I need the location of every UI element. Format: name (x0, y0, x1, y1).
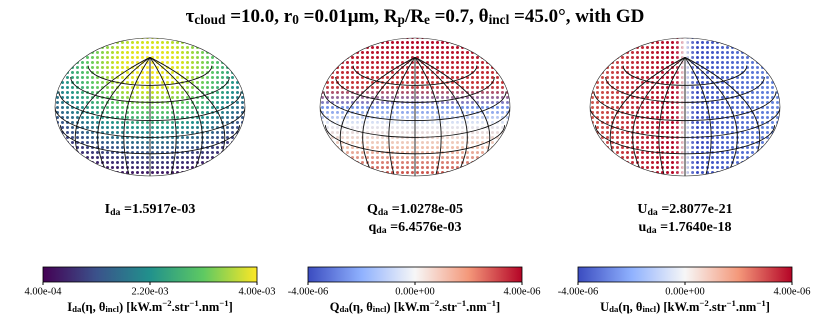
text-run: .nm (199, 300, 220, 314)
tick-label: 0.00e+00 (395, 286, 434, 297)
text-run: =45.0°, with GD (509, 6, 644, 27)
text-run: =1.0278e-05 (388, 202, 463, 217)
text-run: ) [kW.m (119, 300, 163, 314)
text-run: .nm (736, 300, 757, 314)
subscript: incl (373, 304, 387, 314)
subscript: da (646, 225, 656, 236)
tick-label: -4.00e-06 (558, 286, 599, 297)
text-run: .str (439, 300, 457, 314)
text-run: Q (367, 202, 378, 217)
globe-outline (319, 37, 511, 177)
globe-grid (590, 56, 780, 176)
panel-label: Qda =1.0278e-05 (367, 202, 463, 218)
text-run: =1.7640e-18 (657, 220, 732, 235)
tick-label: 4.00e-03 (238, 286, 275, 297)
text-run: ] (229, 300, 233, 314)
subscript: da (110, 207, 120, 218)
meridian (414, 57, 442, 176)
text-run: (η, θ (349, 300, 373, 314)
text-run: =2.8077e-21 (658, 202, 733, 217)
panel-label: Ida =1.5917e-03 (105, 202, 196, 218)
meridian (684, 57, 712, 176)
text-run: I (105, 202, 110, 217)
globe-grid (320, 56, 510, 176)
globe-grid (55, 56, 245, 176)
text-run: U (637, 202, 647, 217)
text-run: ] (766, 300, 770, 314)
text-run: (η, θ (618, 300, 642, 314)
meridian (658, 57, 686, 176)
subscript: da (647, 207, 657, 218)
subscript: da (609, 304, 619, 314)
meridian (684, 56, 738, 176)
tick-label: 4.00e-06 (503, 286, 540, 297)
panel-label: Uda =2.8077e-21 (637, 202, 732, 218)
text-run: =1.5917e-03 (120, 202, 195, 217)
superscript: −1 (189, 298, 198, 308)
meridian (632, 56, 686, 176)
meridian (414, 56, 468, 176)
superscript: −2 (162, 298, 171, 308)
text-run: τ (186, 6, 195, 27)
text-run: U (600, 300, 609, 314)
colorbar-label: Qda(η, θincl) [kW.m−2.str−1.nm−1] (330, 298, 500, 314)
text-run: .nm (466, 300, 487, 314)
text-run: =6.4576e-03 (387, 220, 462, 235)
colorbar (42, 266, 258, 283)
text-run: .str (172, 300, 190, 314)
meridian (362, 56, 416, 176)
superscript: −1 (726, 298, 735, 308)
panel-label: qda =6.4576e-03 (368, 220, 461, 236)
colorbar (307, 266, 523, 283)
colorbar (577, 266, 793, 283)
panel-label: uda =1.7640e-18 (638, 220, 731, 236)
subscript: da (340, 304, 350, 314)
text-run: (η, θ (81, 300, 105, 314)
text-run: ) [kW.m (386, 300, 430, 314)
meridian (149, 57, 177, 176)
subscript: cloud (194, 12, 226, 27)
globe-outline (589, 37, 781, 177)
meridian (149, 56, 203, 176)
text-run: I (67, 300, 72, 314)
superscript: −2 (430, 298, 439, 308)
meridian (97, 56, 151, 176)
colorbar-label: Uda(η, θincl) [kW.m−2.str−1.nm−1] (600, 298, 770, 314)
subscript: da (376, 225, 386, 236)
tick-label: 0.00e+00 (665, 286, 704, 297)
text-run: q (368, 220, 376, 235)
superscript: −2 (699, 298, 708, 308)
superscript: −1 (457, 298, 466, 308)
tick-label: -4.00e-06 (288, 286, 329, 297)
tick-label: 4.00e-06 (773, 286, 810, 297)
superscript: −1 (756, 298, 765, 308)
subscript: e (424, 12, 430, 27)
subscript: da (72, 304, 82, 314)
text-run: Q (330, 300, 340, 314)
colorbar-label: Ida(η, θincl) [kW.m−2.str−1.nm−1] (67, 298, 233, 314)
text-run: ] (496, 300, 500, 314)
text-run: =10.0, r (225, 6, 292, 27)
subscript: 0 (292, 12, 299, 27)
figure-title: τcloud =10.0, r0 =0.01μm, Rp/Re =0.7, θi… (186, 6, 645, 27)
subscript: p (398, 12, 405, 27)
text-run: =0.7, θ (430, 6, 489, 27)
text-run: u (638, 220, 646, 235)
text-run: /R (404, 6, 424, 27)
text-run: ) [kW.m (656, 300, 700, 314)
subscript: incl (489, 12, 510, 27)
subscript: da (378, 207, 388, 218)
tick-label: 4.00e-04 (24, 286, 62, 297)
text-run: .str (709, 300, 727, 314)
superscript: −1 (219, 298, 228, 308)
subscript: incl (642, 304, 656, 314)
tick-label: 2.20e-03 (131, 286, 168, 297)
text-run: =0.01μm, R (299, 6, 398, 27)
meridian (123, 57, 151, 176)
globe-outline (54, 37, 246, 177)
superscript: −1 (487, 298, 496, 308)
subscript: incl (105, 304, 119, 314)
meridian (388, 57, 416, 176)
